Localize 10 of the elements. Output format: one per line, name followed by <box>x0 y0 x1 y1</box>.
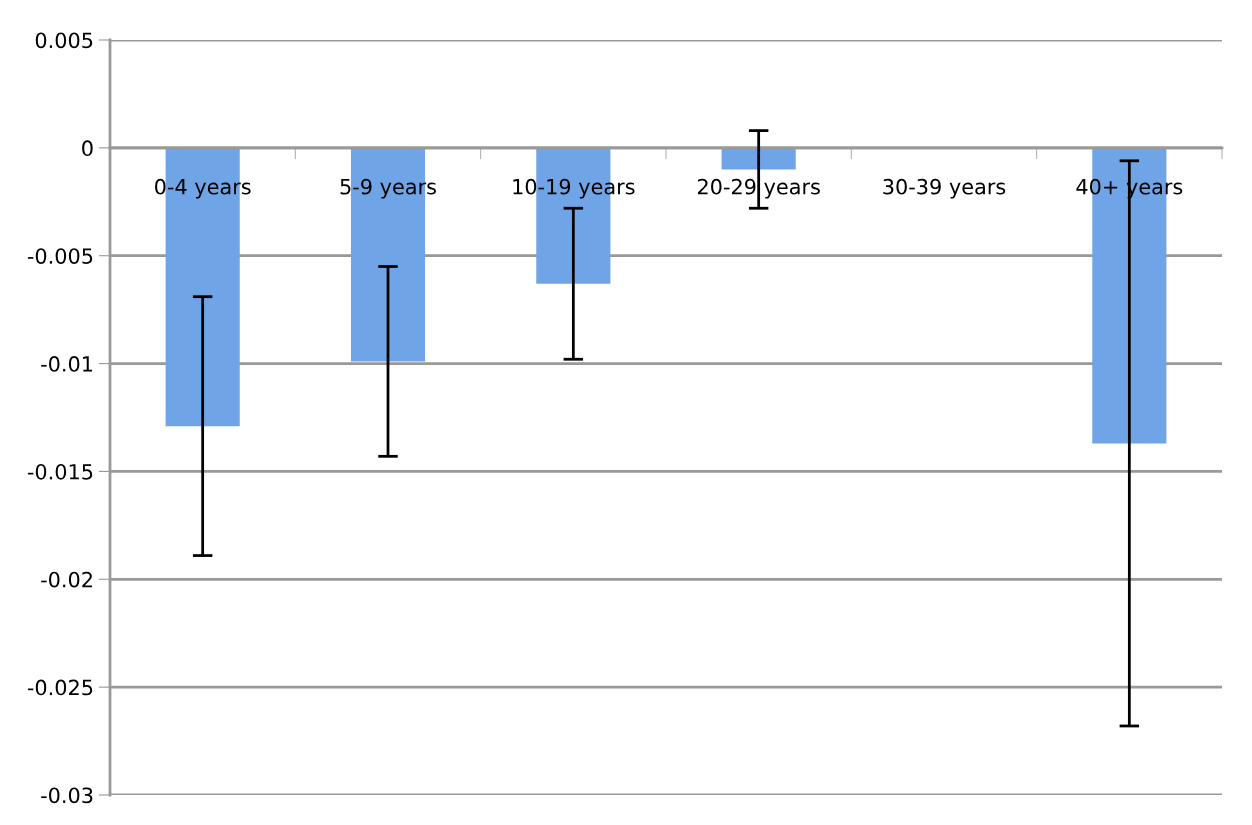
y-tick-label: -0.02 <box>41 571 92 588</box>
y-tick-label: -0.005 <box>27 248 93 264</box>
y-tick-label: -0.01 <box>41 356 93 372</box>
y-tick-label: -0.025 <box>27 679 93 696</box>
y-tick-label: 0 <box>82 140 93 157</box>
y-tick-label: -0.015 <box>27 463 93 480</box>
y-tick-label: -0.03 <box>41 787 93 804</box>
x-tick-label: 30-39 years <box>883 178 1006 199</box>
x-tick-label: 20-29 years <box>697 178 820 199</box>
y-tick-label: 0.005 <box>35 32 93 49</box>
